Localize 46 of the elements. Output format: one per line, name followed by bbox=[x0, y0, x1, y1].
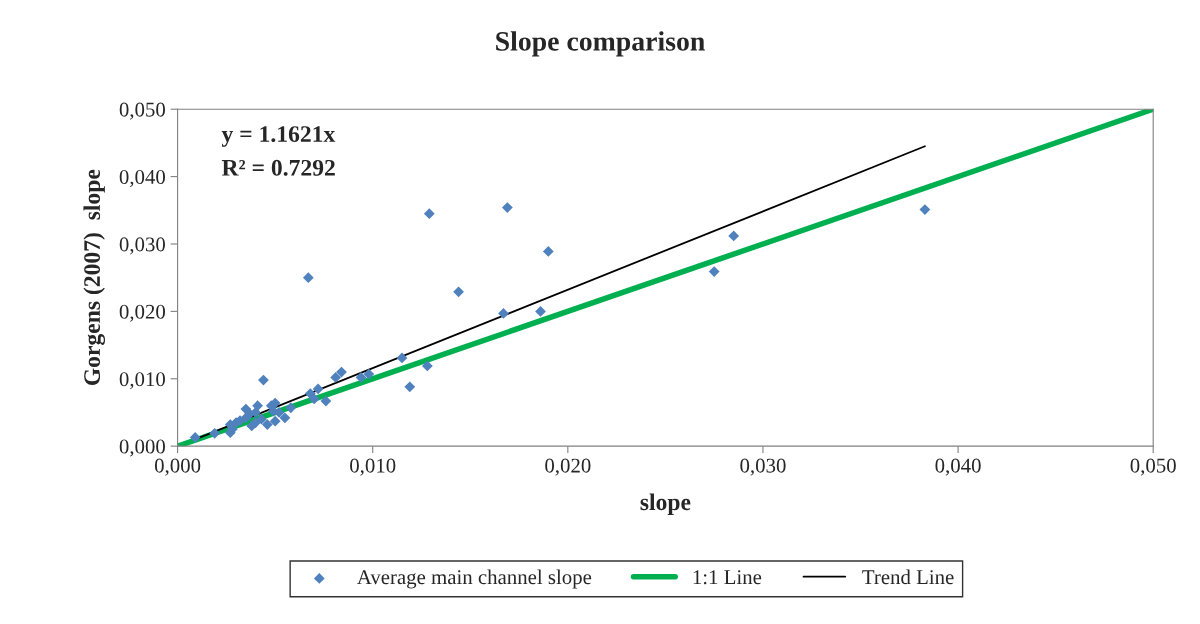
point bbox=[256, 413, 267, 425]
point bbox=[189, 432, 201, 443]
x-tick-label: 0,040 bbox=[935, 458, 981, 476]
annotation: R² = 0.7292 bbox=[221, 159, 335, 176]
point bbox=[363, 368, 375, 380]
point bbox=[330, 372, 342, 383]
point bbox=[728, 230, 740, 242]
point bbox=[302, 272, 314, 284]
x-tick-label: 0,000 bbox=[154, 458, 201, 476]
point bbox=[285, 402, 297, 414]
legend-label: Average main channel slope bbox=[357, 569, 592, 589]
point bbox=[404, 381, 416, 393]
point bbox=[498, 308, 509, 319]
point bbox=[535, 306, 546, 317]
point bbox=[308, 393, 320, 405]
y-axis-title: Gorgens (2007) slope bbox=[83, 169, 106, 386]
x-tick-label: 0,050 bbox=[1130, 458, 1176, 476]
point bbox=[258, 374, 269, 386]
point bbox=[320, 395, 332, 407]
point bbox=[312, 383, 324, 395]
point bbox=[269, 415, 281, 427]
legend-label: Trend Line bbox=[862, 569, 954, 585]
point bbox=[453, 286, 464, 298]
y-tick-label: 0,030 bbox=[119, 237, 165, 255]
x-tick-label: 0,020 bbox=[545, 458, 591, 476]
legend-label: 1:1 Line bbox=[693, 570, 762, 585]
point bbox=[279, 412, 291, 424]
point bbox=[421, 360, 433, 372]
point bbox=[209, 427, 221, 439]
point bbox=[501, 202, 513, 213]
point bbox=[919, 204, 931, 215]
point bbox=[423, 208, 435, 220]
point bbox=[708, 266, 720, 277]
x-axis-title: slope bbox=[640, 493, 691, 515]
y-tick-label: 0,010 bbox=[119, 372, 165, 390]
y-tick-label: 0,050 bbox=[119, 102, 165, 120]
x-tick-label: 0,030 bbox=[740, 458, 786, 476]
y-tick-label: 0,040 bbox=[119, 169, 165, 188]
x-tick-label: 0,010 bbox=[350, 458, 396, 476]
annotation: y = 1.1621x bbox=[221, 126, 336, 147]
y-tick-label: 0,020 bbox=[119, 304, 165, 322]
point bbox=[396, 352, 408, 364]
y-tick-label: 0,000 bbox=[119, 439, 165, 457]
point bbox=[261, 419, 273, 430]
chart-title: Slope comparison bbox=[496, 31, 705, 57]
point bbox=[542, 246, 554, 257]
